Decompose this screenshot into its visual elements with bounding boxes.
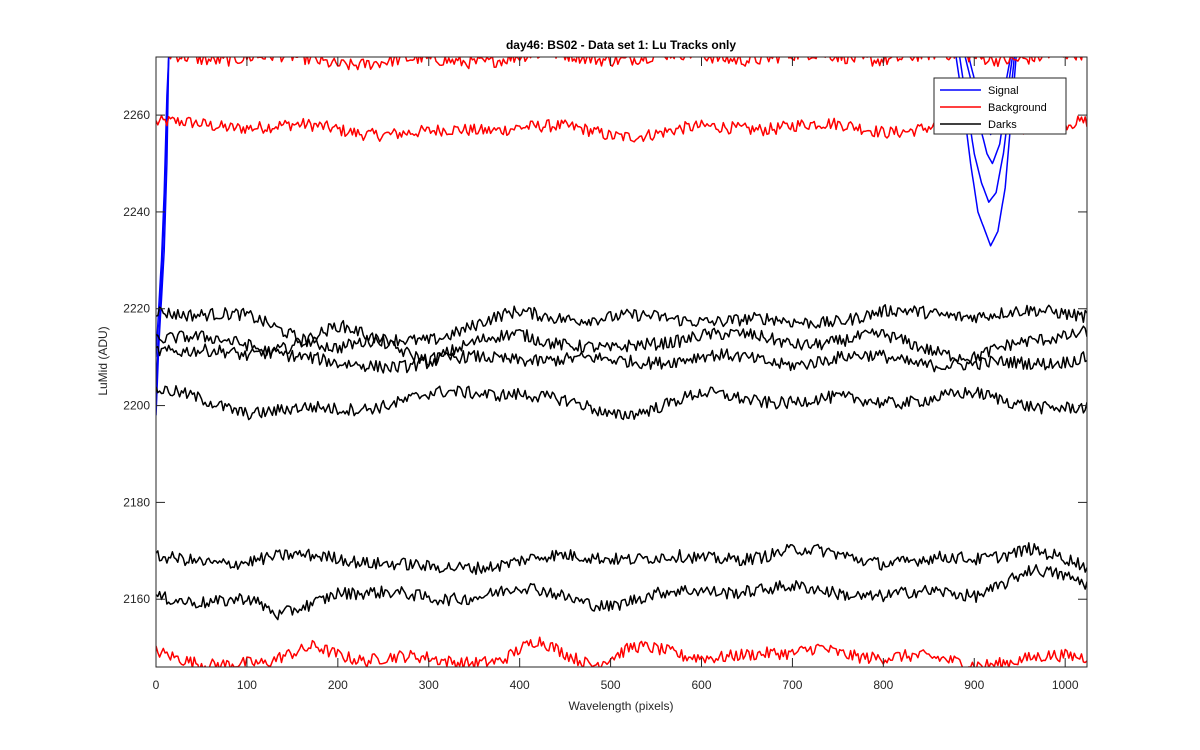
y-axis-label: LuMid (ADU)	[96, 326, 110, 395]
series-line-darks-10	[156, 304, 1087, 354]
series-line-darks-14	[156, 542, 1087, 576]
y-tick-label: 2240	[123, 205, 150, 219]
y-tick-label: 2260	[123, 108, 150, 122]
series-line-darks-11	[156, 319, 1087, 367]
series-line-background-9	[156, 636, 1087, 667]
series-line-darks-12	[156, 330, 1087, 374]
x-tick-label: 200	[328, 678, 348, 692]
legend-label: Darks	[988, 119, 1017, 131]
x-tick-label: 900	[964, 678, 984, 692]
x-tick-label: 0	[153, 678, 160, 692]
x-axis-label: Wavelength (pixels)	[569, 699, 674, 713]
x-tick-label: 700	[782, 678, 802, 692]
series-line-signal-2	[156, 57, 170, 358]
legend-label: Signal	[988, 85, 1019, 97]
series-line-darks-15	[156, 564, 1087, 621]
x-tick-label: 1000	[1052, 678, 1079, 692]
series-line-signal-0	[156, 57, 170, 416]
x-tick-label: 500	[601, 678, 621, 692]
legend-label: Background	[988, 102, 1047, 114]
legend-box	[933, 77, 1067, 135]
series-line-background-7	[156, 114, 1087, 143]
series-line-darks-13	[156, 385, 1087, 421]
plot-area: 0 100 200 300 400 500 600 700 800 900 1000 2160 2180…	[123, 56, 1088, 692]
y-tick-label: 2220	[123, 302, 150, 316]
x-tick-label: 400	[510, 678, 530, 692]
y-tick-label: 2180	[123, 495, 150, 509]
x-tick-label: 100	[237, 678, 257, 692]
x-tick-label: 800	[873, 678, 893, 692]
y-tick-label: 2160	[123, 592, 150, 606]
x-tick-label: 300	[419, 678, 439, 692]
chart-title: day46: BS02 - Data set 1: Lu Tracks only	[506, 38, 736, 52]
y-tick-label: 2200	[123, 399, 150, 413]
x-tick-label: 600	[691, 678, 711, 692]
axes-box	[155, 56, 1088, 668]
legend: Signal Background Darks	[933, 77, 1067, 135]
